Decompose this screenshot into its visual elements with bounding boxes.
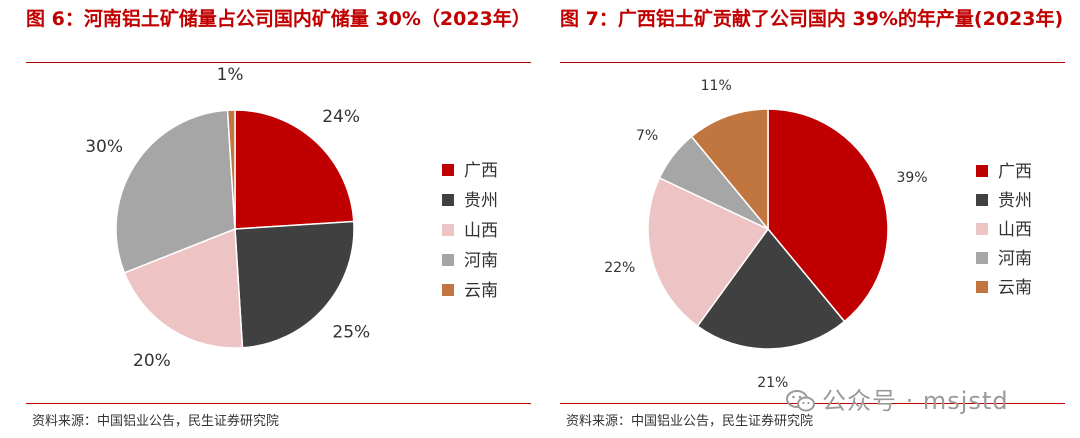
watermark-text: 公众号 · msjstd	[822, 387, 1009, 415]
figure-7-panel: 图 7：广西铝土矿贡献了公司国内 39%的年产量(2023年) 39% 21% 22…	[560, 0, 1075, 438]
fig6-legend-swatch-henan	[442, 254, 454, 266]
fig7-label-shanxi: 22%	[604, 260, 635, 276]
fig7-legend-label-guangxi: 广西	[998, 162, 1032, 182]
fig7-label-henan: 7%	[636, 128, 658, 144]
figure-6-panel: 图 6：河南铝土矿储量占公司国内矿储量 30%（2023年） 24% 25% 20%…	[26, 0, 541, 438]
fig6-legend-swatch-guizhou	[442, 194, 454, 206]
fig7-legend-swatch-guizhou	[976, 194, 988, 206]
wechat-icon	[786, 390, 815, 412]
fig7-label-yunnan: 11%	[701, 78, 732, 94]
fig7-legend-swatch-guangxi	[976, 165, 988, 177]
fig6-label-yunnan: 1%	[217, 65, 244, 85]
figure-6-top-rule	[26, 62, 531, 63]
fig7-legend-label-shanxi: 山西	[998, 220, 1032, 240]
fig7-legend-label-yunnan: 云南	[998, 278, 1032, 298]
fig6-slice-yunnan	[226, 109, 236, 230]
fig6-legend-label-yunnan: 云南	[464, 281, 498, 301]
fig6-slice-henan	[115, 109, 236, 274]
fig6-legend-swatch-yunnan	[442, 284, 454, 296]
figure-7-source: 资料来源：中国铝业公告，民生证券研究院	[566, 414, 814, 429]
fig6-legend-swatch-shanxi	[442, 224, 454, 236]
fig6-legend-swatch-guangxi	[442, 164, 454, 176]
fig6-slice-guangxi	[234, 109, 355, 230]
fig6-slice-shanxi	[123, 227, 244, 349]
fig6-legend-label-henan: 河南	[464, 251, 498, 271]
fig7-legend-swatch-yunnan	[976, 281, 988, 293]
figure-6-title: 图 6：河南铝土矿储量占公司国内矿储量 30%（2023年）	[26, 8, 531, 30]
fig6-slice-guizhou	[234, 220, 355, 349]
fig6-label-guizhou: 25%	[332, 323, 370, 343]
fig7-legend-label-henan: 河南	[998, 249, 1032, 269]
wechat-watermark: 公众号 · msjstd	[786, 381, 1009, 416]
figure-6-bottom-rule	[26, 403, 531, 404]
fig6-legend-label-shanxi: 山西	[464, 221, 498, 241]
fig6-label-guangxi: 24%	[322, 107, 360, 127]
fig7-legend-swatch-henan	[976, 252, 988, 264]
fig7-legend-swatch-shanxi	[976, 223, 988, 235]
fig7-slice-guizhou	[696, 227, 846, 350]
figure-7-title: 图 7：广西铝土矿贡献了公司国内 39%的年产量(2023年)	[560, 8, 1064, 30]
fig7-slice-guangxi	[767, 108, 889, 323]
fig7-label-guangxi: 39%	[896, 170, 927, 186]
fig6-legend-label-guizhou: 贵州	[464, 191, 498, 211]
fig6-legend-label-guangxi: 广西	[464, 161, 498, 181]
fig6-label-shanxi: 20%	[133, 351, 171, 371]
figure-7-top-rule	[560, 62, 1065, 63]
fig7-label-guizhou: 21%	[757, 375, 788, 391]
fig7-legend-label-guizhou: 贵州	[998, 191, 1032, 211]
figure-6-source: 资料来源：中国铝业公告，民生证券研究院	[32, 414, 280, 429]
fig7-slice-yunnan	[690, 108, 769, 232]
fig6-label-henan: 30%	[85, 137, 123, 157]
